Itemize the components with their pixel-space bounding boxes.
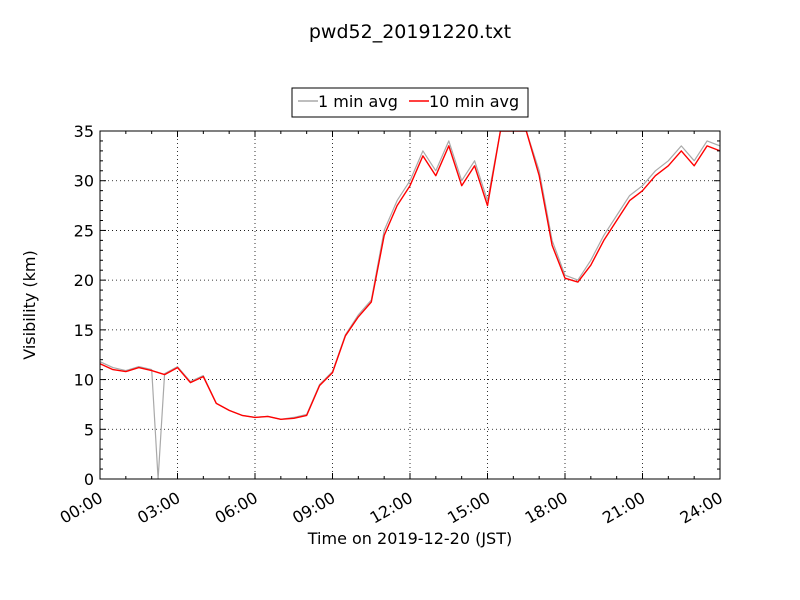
y-tick-label: 20 xyxy=(74,271,94,290)
x-tick-label: 18:00 xyxy=(522,488,571,528)
series-line-1-min-avg xyxy=(100,131,720,479)
x-tick-label: 09:00 xyxy=(289,488,338,528)
y-tick-label: 25 xyxy=(74,221,94,240)
legend: 1 min avg 10 min avg xyxy=(291,87,529,118)
y-tick-label: 5 xyxy=(84,420,94,439)
y-tick-label: 0 xyxy=(84,470,94,489)
x-tick-label: 24:00 xyxy=(677,488,726,528)
series-layer xyxy=(100,131,720,479)
series-line-10-min-avg xyxy=(100,131,720,420)
x-tick-label: 21:00 xyxy=(599,488,648,528)
chart-title: pwd52_20191220.txt xyxy=(309,21,511,43)
y-tick-label: 10 xyxy=(74,371,94,390)
x-tick-label: 12:00 xyxy=(367,488,416,528)
y-tick-label: 35 xyxy=(74,122,94,141)
x-axis-label: Time on 2019-12-20 (JST) xyxy=(307,529,512,548)
x-tick-label: 15:00 xyxy=(444,488,493,528)
grid-lines xyxy=(99,131,721,479)
x-tick-label: 06:00 xyxy=(212,488,261,528)
legend-label-1-min-avg: 1 min avg xyxy=(318,92,398,111)
legend-label-10-min-avg: 10 min avg xyxy=(429,92,519,111)
y-axis-label: Visibility (km) xyxy=(20,250,39,359)
x-tick-label: 03:00 xyxy=(134,488,183,528)
legend-box xyxy=(291,87,529,118)
x-tick-label: 00:00 xyxy=(57,488,106,528)
y-tick-label: 30 xyxy=(74,172,94,191)
y-tick-label: 15 xyxy=(74,321,94,340)
